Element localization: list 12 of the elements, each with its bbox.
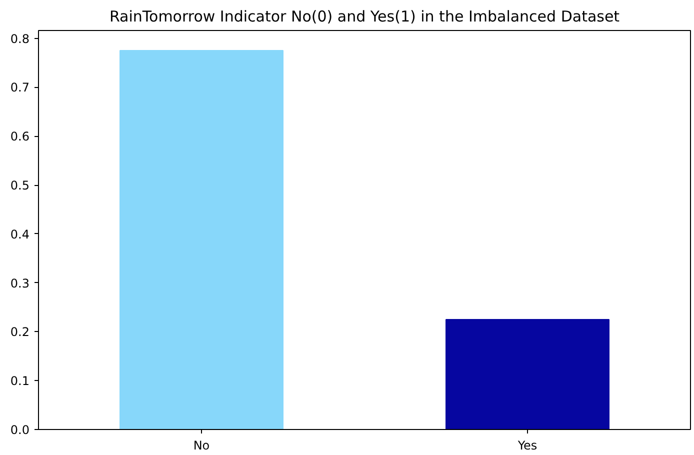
y-tick-label: 0.5: [10, 178, 30, 193]
y-tick-label: 0.7: [10, 80, 30, 95]
y-tick-label: 0.3: [10, 276, 30, 290]
x-tick-label: No: [193, 438, 210, 452]
y-tick-label: 0.4: [10, 227, 30, 242]
y-tick-label: 0.6: [10, 130, 30, 144]
x-tick-label: Yes: [516, 438, 538, 452]
y-tick-label: 0.2: [10, 325, 30, 340]
chart-title: RainTomorrow Indicator No(0) and Yes(1) in the Imbalanced Dataset: [109, 8, 620, 26]
y-tick-label: 0.0: [10, 423, 30, 437]
y-tick-label: 0.1: [10, 374, 30, 388]
y-tick-label: 0.8: [10, 32, 30, 46]
